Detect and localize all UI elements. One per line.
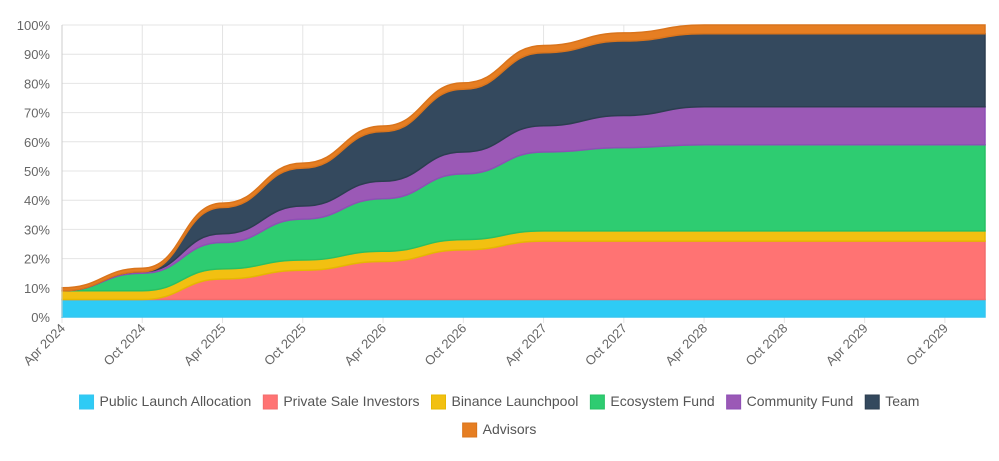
y-tick-label: 70%: [24, 106, 50, 121]
legend-swatch: [589, 394, 605, 410]
area-series-advisors[interactable]: [61, 24, 986, 292]
legend-item-private-sale-investors[interactable]: Private Sale Investors: [262, 393, 419, 410]
y-tick-label: 10%: [24, 281, 50, 296]
legend-item-public-launch-allocation[interactable]: Public Launch Allocation: [79, 393, 252, 410]
legend-item-community-fund[interactable]: Community Fund: [726, 393, 854, 410]
legend-label: Advisors: [483, 421, 537, 437]
x-tick-label: Apr 2027: [502, 321, 550, 369]
legend-label: Binance Launchpool: [451, 393, 578, 409]
legend-swatch: [430, 394, 446, 410]
x-tick-label: Apr 2024: [20, 321, 68, 369]
area-series-public-launch-allocation[interactable]: [61, 298, 986, 318]
x-tick-label: Oct 2027: [582, 321, 630, 369]
legend-swatch: [79, 394, 95, 410]
y-tick-label: 0%: [31, 310, 50, 325]
y-tick-label: 100%: [17, 18, 51, 33]
legend-label: Team: [885, 393, 919, 409]
legend-swatch: [462, 422, 478, 438]
y-tick-label: 20%: [24, 252, 50, 267]
x-tick-label: Oct 2024: [100, 321, 148, 369]
legend-item-advisors[interactable]: Advisors: [462, 421, 537, 438]
x-tick-label: Oct 2025: [261, 321, 309, 369]
x-tick-label: Oct 2026: [422, 321, 470, 369]
x-tick-label: Oct 2028: [743, 321, 791, 369]
legend-swatch: [864, 394, 880, 410]
legend-item-ecosystem-fund[interactable]: Ecosystem Fund: [589, 393, 715, 410]
y-tick-label: 40%: [24, 193, 50, 208]
x-tick-label: Apr 2026: [341, 321, 389, 369]
y-tick-label: 60%: [24, 135, 50, 150]
x-tick-label: Apr 2028: [662, 321, 710, 369]
y-tick-label: 90%: [24, 47, 50, 62]
legend-label: Private Sale Investors: [283, 393, 419, 409]
legend-label: Public Launch Allocation: [100, 393, 252, 409]
legend-item-binance-launchpool[interactable]: Binance Launchpool: [430, 393, 578, 410]
legend-swatch: [726, 394, 742, 410]
y-tick-label: 50%: [24, 164, 50, 179]
legend-item-team[interactable]: Team: [864, 393, 919, 410]
area-layer: [61, 24, 986, 318]
legend: Public Launch Allocation Private Sale Inv…: [79, 393, 919, 438]
x-tick-label: Oct 2029: [903, 321, 951, 369]
x-tick-label: Apr 2025: [181, 321, 229, 369]
legend-label: Community Fund: [747, 393, 854, 409]
y-tick-label: 30%: [24, 222, 50, 237]
legend-swatch: [262, 394, 278, 410]
legend-label: Ecosystem Fund: [610, 393, 714, 409]
x-tick-label: Apr 2029: [823, 321, 871, 369]
y-tick-label: 80%: [24, 76, 50, 91]
